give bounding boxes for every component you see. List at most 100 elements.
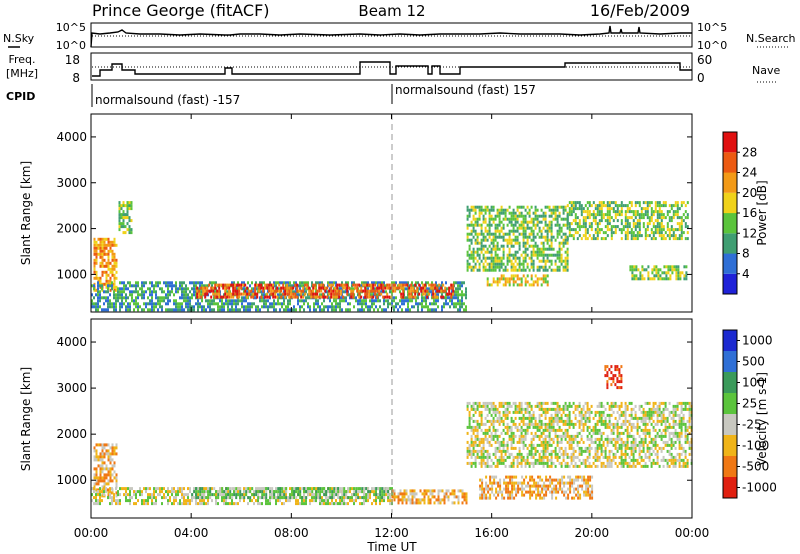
data-cell [431,281,433,285]
data-cell [650,237,653,241]
data-cell [283,302,285,306]
data-cell [580,413,583,417]
data-cell [125,487,127,491]
data-cell [173,302,175,306]
data-cell [97,490,99,494]
data-cell [560,262,563,266]
data-cell [107,264,110,268]
data-cell [397,498,400,502]
data-cell [578,452,581,456]
data-cell [289,308,291,312]
data-cell [558,428,561,432]
data-cell [564,461,567,465]
data-cell [396,286,399,290]
data-cell [520,401,523,405]
data-cell [141,490,143,494]
data-cell [434,295,437,299]
data-cell [201,490,204,494]
data-cell [101,490,103,494]
data-cell [588,201,591,205]
data-cell [427,293,429,297]
data-cell [128,201,131,205]
data-cell [502,413,505,417]
data-cell [468,262,471,266]
data-cell [97,443,100,447]
data-cell [371,487,373,491]
data-cell [504,413,507,417]
data-cell [526,425,529,429]
data-cell [328,283,331,287]
data-cell [128,216,131,220]
data-cell [488,208,491,212]
data-cell [544,416,547,420]
data-cell [502,437,505,441]
data-cell [281,496,284,500]
data-cell [655,274,658,278]
data-cell [149,302,151,306]
data-cell [474,205,477,209]
data-cell [637,277,640,281]
data-cell [457,287,459,291]
data-cell [536,461,539,465]
data-cell [544,211,547,215]
data-cell [548,208,551,212]
data-cell [492,407,495,411]
data-cell [548,443,551,447]
data-cell [534,434,537,438]
data-cell [313,493,316,497]
data-cell [97,296,99,300]
data-cell [520,283,523,287]
data-cell [658,231,661,235]
data-cell [550,428,553,432]
data-cell [685,271,688,275]
data-cell [500,419,503,423]
data-cell [425,299,427,303]
data-cell [504,208,507,212]
data-cell [173,284,175,288]
data-cell [470,229,473,233]
data-cell [524,208,527,212]
data-cell [538,235,541,239]
data-cell [550,268,553,272]
data-cell [508,253,511,257]
data-cell [338,289,341,293]
data-cell [313,496,316,500]
data-cell [494,247,497,251]
data-cell [612,207,615,211]
data-cell [576,231,579,235]
data-cell [532,247,535,251]
data-cell [457,281,459,285]
data-cell [614,213,617,217]
data-cell [135,305,137,309]
data-cell [95,293,97,297]
data-cell [516,214,519,218]
data-cell [265,493,268,497]
data-cell [206,286,209,290]
data-cell [478,262,481,266]
data-cell [143,302,145,306]
data-cell [508,238,511,242]
data-cell [560,434,563,438]
data-cell [381,487,384,491]
data-cell [648,216,651,220]
data-cell [137,305,139,309]
data-cell [530,431,533,435]
data-cell [470,407,473,411]
data-cell [465,293,467,297]
data-cell [564,223,567,227]
data-cell [123,284,125,288]
data-cell [512,401,515,405]
data-cell [333,496,335,500]
data-cell [634,210,637,214]
data-cell [247,305,249,309]
data-cell [133,284,135,288]
data-cell [267,290,269,294]
data-cell [109,496,111,500]
data-cell [522,413,525,417]
data-cell [277,299,279,303]
data-cell [301,496,304,500]
data-cell [524,259,527,263]
data-cell [256,295,259,299]
data-cell [550,238,553,242]
data-cell [349,302,351,306]
